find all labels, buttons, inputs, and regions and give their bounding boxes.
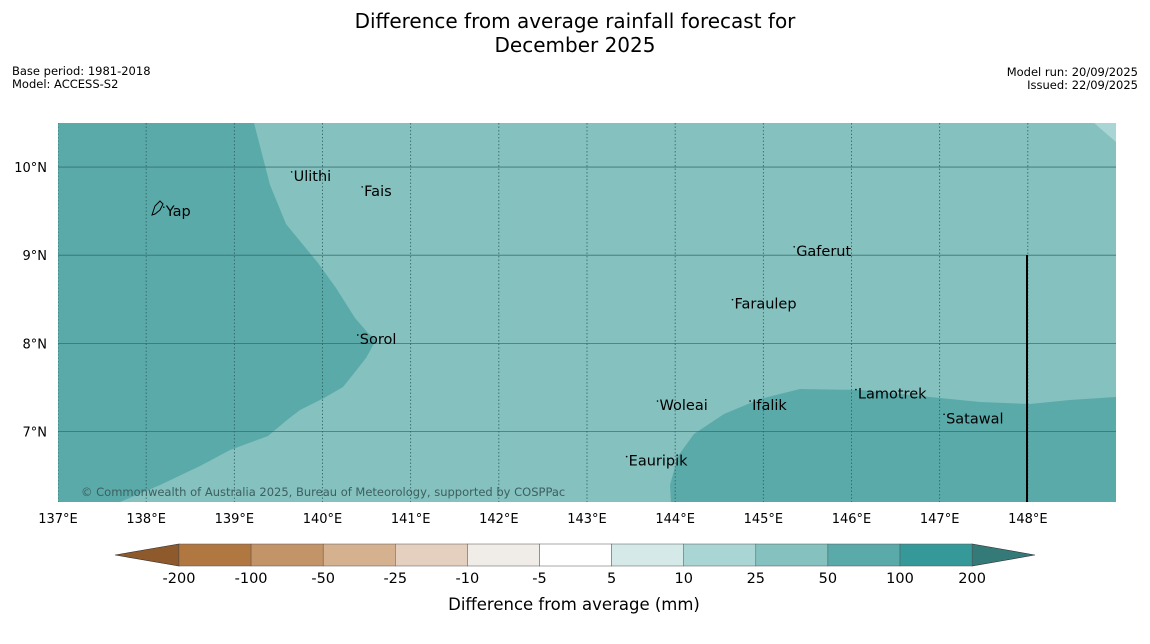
colorbar-tick-label: -100 — [235, 571, 268, 587]
place-label-faraulep: Faraulep — [734, 297, 796, 313]
region-50-to-100-southeast — [670, 389, 1116, 502]
map-title: Difference from average rainfall forecas… — [0, 9, 1150, 57]
place-label-yap: Yap — [165, 204, 191, 220]
lon-tick-label: 137°E — [38, 512, 78, 527]
lon-tick-label: 148°E — [1008, 512, 1048, 527]
copyright-notice: © Commonwealth of Australia 2025, Bureau… — [81, 485, 565, 499]
colorbar-tick-label: -10 — [456, 571, 480, 587]
place-label-satawal: Satawal — [946, 411, 1003, 427]
place-label-fais: Fais — [364, 184, 391, 200]
lon-tick-label: 139°E — [215, 512, 255, 527]
place-marker — [290, 171, 293, 173]
place-marker — [356, 334, 359, 336]
colorbar-tick-label: 200 — [958, 571, 986, 587]
place-marker — [625, 455, 628, 458]
title-line-1: Difference from average rainfall forecas… — [354, 9, 796, 33]
meta-left: Base period: 1981-2018 Model: ACCESS-S2 — [12, 65, 151, 91]
title-line-2: December 2025 — [494, 33, 656, 57]
place-label-ifalik: Ifalik — [752, 398, 787, 414]
colorbar: -200 -100 -50 -25 -10 -5 5 10 25 50 100 200 — [114, 543, 1036, 587]
lon-tick-label: 143°E — [567, 512, 607, 527]
lon-tick-label: 144°E — [655, 512, 695, 527]
colorbar-segment — [611, 543, 684, 567]
lon-tick-label: 140°E — [303, 512, 343, 527]
colorbar-segment — [755, 543, 829, 567]
colorbar-tick-label: -50 — [311, 571, 335, 587]
lat-tick-label: 7°N — [23, 425, 48, 440]
place-label-eauripik: Eauripik — [629, 454, 688, 470]
region-50-to-100-west — [58, 123, 376, 502]
place-marker — [163, 206, 165, 208]
colorbar-extend-high — [971, 543, 1036, 567]
colorbar-segment — [178, 543, 252, 567]
place-labels: Yap Ulithi Fais Gaferut Faraulep Sorol Woleai I… — [163, 169, 1004, 470]
issued-text: Issued: 22/09/2025 — [1027, 78, 1138, 92]
colorbar-tick-label: 25 — [747, 571, 765, 587]
model-text: Model: ACCESS-S2 — [12, 77, 119, 91]
colorbar-tick-label: 10 — [674, 571, 692, 587]
colorbar-title: Difference from average (mm) — [448, 595, 700, 614]
colorbar-tick-label: -25 — [383, 571, 407, 587]
region-10-to-25-corner — [1094, 123, 1116, 142]
colorbar-tick-label: 5 — [607, 571, 616, 587]
lat-tick-label: 8°N — [23, 337, 48, 352]
colorbar-segment — [827, 543, 901, 567]
longitude-tick-labels: 137°E 138°E 139°E 140°E 141°E 142°E 143°E 144°E… — [38, 512, 1047, 527]
lat-tick-label: 10°N — [14, 161, 47, 176]
lon-tick-label: 147°E — [920, 512, 960, 527]
place-marker — [793, 246, 795, 248]
colorbar-tick-label: -5 — [532, 571, 546, 587]
place-label-gaferut: Gaferut — [796, 244, 851, 260]
lon-tick-label: 146°E — [832, 512, 872, 527]
map-area — [58, 123, 1116, 502]
colorbar-segment — [250, 543, 324, 567]
yap-coastline — [151, 200, 164, 216]
lon-tick-label: 141°E — [391, 512, 431, 527]
base-period-text: Base period: 1981-2018 — [12, 64, 151, 78]
place-marker — [943, 413, 945, 416]
lon-tick-label: 142°E — [479, 512, 519, 527]
colorbar-segment — [683, 543, 757, 567]
colorbar-segment — [395, 543, 468, 567]
colorbar-extend-low — [114, 543, 180, 567]
colorbar-segment — [899, 543, 973, 567]
colorbar-segment — [539, 543, 612, 567]
place-label-woleai: Woleai — [660, 398, 708, 414]
place-marker — [749, 400, 751, 402]
meta-right: Model run: 20/09/2025 Issued: 22/09/2025 — [1007, 66, 1138, 92]
latitude-tick-labels: 10°N 9°N 8°N 7°N — [14, 161, 47, 440]
colorbar-tick-label: 50 — [819, 571, 837, 587]
place-marker — [855, 388, 857, 391]
colorbar-segment — [467, 543, 540, 567]
place-label-lamotrek: Lamotrek — [858, 387, 927, 403]
lon-tick-label: 138°E — [126, 512, 166, 527]
lon-tick-label: 145°E — [744, 512, 784, 527]
place-label-ulithi: Ulithi — [294, 169, 332, 185]
model-run-text: Model run: 20/09/2025 — [1006, 65, 1138, 79]
place-label-sorol: Sorol — [360, 332, 397, 348]
lat-tick-label: 9°N — [23, 249, 48, 264]
place-marker — [731, 298, 734, 301]
colorbar-segment — [322, 543, 396, 567]
colorbar-tick-label: -200 — [163, 571, 196, 587]
colorbar-tick-label: 100 — [886, 571, 914, 587]
place-marker — [361, 186, 363, 188]
place-marker — [656, 400, 659, 402]
